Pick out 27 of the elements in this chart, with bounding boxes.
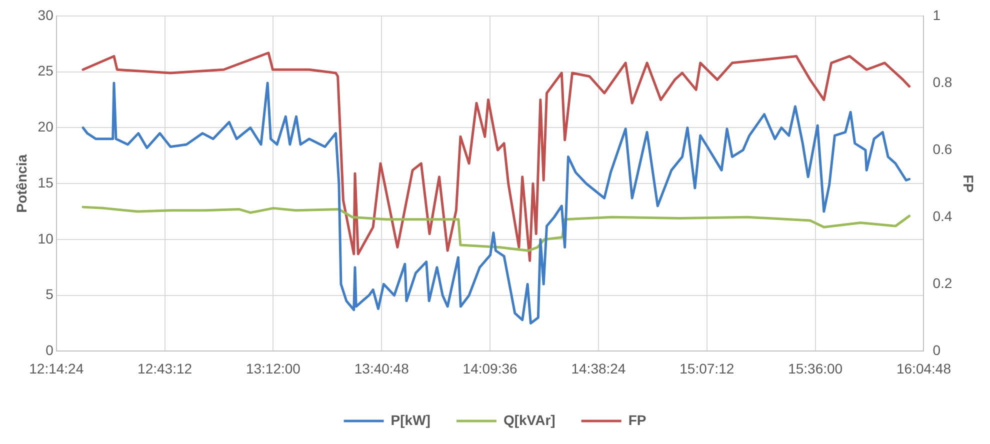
legend-label: FP [628,412,646,428]
x-tick-label: 13:12:00 [246,360,301,376]
legend-label: P[kW] [390,412,430,428]
x-tick-label: 12:43:12 [138,360,192,376]
y2-tick-label: 0.6 [932,140,952,157]
x-tick-label: 15:36:00 [788,360,843,376]
x-tick-label: 14:09:36 [462,360,518,376]
x-tick-label: 16:04:48 [896,360,952,376]
y2-axis-title: FP [960,174,977,193]
x-tick-label: 13:40:48 [354,360,410,376]
y2-tick-label: 0.2 [932,275,952,292]
y2-tick-label: 0.8 [932,74,952,90]
legend-label: Q[kVAr] [503,412,556,428]
y-tick-label: 15 [38,174,54,190]
y-tick-label: 20 [38,118,54,135]
y-tick-label: 25 [38,62,54,79]
y2-tick-label: 0 [932,342,941,358]
y2-tick-label: 1 [932,6,941,23]
x-tick-label: 12:14:24 [29,360,84,376]
y-tick-label: 10 [38,230,54,246]
y-axis-title: Potência [13,154,30,213]
y-tick-label: 5 [46,286,54,302]
y-tick-label: 0 [46,342,54,358]
y-tick-label: 30 [38,6,54,23]
y2-tick-label: 0.4 [932,208,952,224]
x-tick-label: 15:07:12 [680,360,734,376]
x-tick-label: 14:38:24 [571,360,626,376]
